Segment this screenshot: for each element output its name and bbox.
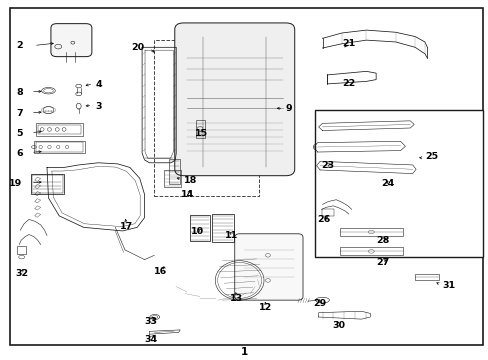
Text: 12: 12 xyxy=(259,303,272,312)
Bar xyxy=(321,210,333,216)
Text: 14: 14 xyxy=(181,190,194,199)
Text: 7: 7 xyxy=(16,109,22,118)
Text: 32: 32 xyxy=(15,269,28,278)
Text: 17: 17 xyxy=(120,222,133,231)
Bar xyxy=(168,159,179,184)
Bar xyxy=(31,174,64,194)
Text: 28: 28 xyxy=(375,237,389,246)
Text: 2: 2 xyxy=(16,41,22,50)
Text: 27: 27 xyxy=(375,258,388,267)
Bar xyxy=(163,170,181,187)
Bar xyxy=(154,40,259,196)
Text: 4: 4 xyxy=(96,81,102,90)
Bar xyxy=(315,110,483,257)
Text: 19: 19 xyxy=(9,179,22,188)
Bar xyxy=(38,125,81,134)
Bar xyxy=(32,175,62,193)
Text: 26: 26 xyxy=(317,215,330,224)
Bar xyxy=(339,247,402,255)
Bar xyxy=(17,246,26,253)
Bar xyxy=(36,123,82,135)
Text: 3: 3 xyxy=(96,102,102,111)
Text: 34: 34 xyxy=(144,335,157,344)
Text: 11: 11 xyxy=(224,231,238,240)
Text: 29: 29 xyxy=(312,299,325,308)
Text: 20: 20 xyxy=(131,43,144,52)
Text: 5: 5 xyxy=(16,129,22,138)
Text: 31: 31 xyxy=(441,281,454,290)
Bar xyxy=(34,140,84,153)
Text: 13: 13 xyxy=(229,294,243,303)
Text: 21: 21 xyxy=(341,39,355,48)
Text: 1: 1 xyxy=(241,347,247,357)
Bar xyxy=(189,215,210,241)
Bar xyxy=(195,121,204,138)
Text: 9: 9 xyxy=(285,104,292,113)
FancyBboxPatch shape xyxy=(174,23,294,176)
Text: 8: 8 xyxy=(16,87,22,96)
Text: 15: 15 xyxy=(194,129,207,138)
Text: 10: 10 xyxy=(190,228,203,237)
FancyBboxPatch shape xyxy=(234,234,303,300)
Text: 23: 23 xyxy=(321,161,334,170)
Bar xyxy=(36,141,82,152)
Text: 6: 6 xyxy=(16,149,22,158)
Text: 33: 33 xyxy=(144,317,157,326)
Text: 25: 25 xyxy=(424,152,437,161)
Text: 30: 30 xyxy=(331,321,345,330)
Text: 18: 18 xyxy=(183,176,197,185)
Text: 22: 22 xyxy=(341,79,355,88)
Bar xyxy=(414,274,438,280)
Bar xyxy=(339,228,402,236)
Text: 16: 16 xyxy=(154,267,167,276)
FancyBboxPatch shape xyxy=(51,24,92,57)
Text: 24: 24 xyxy=(380,179,393,188)
Bar xyxy=(212,215,233,242)
